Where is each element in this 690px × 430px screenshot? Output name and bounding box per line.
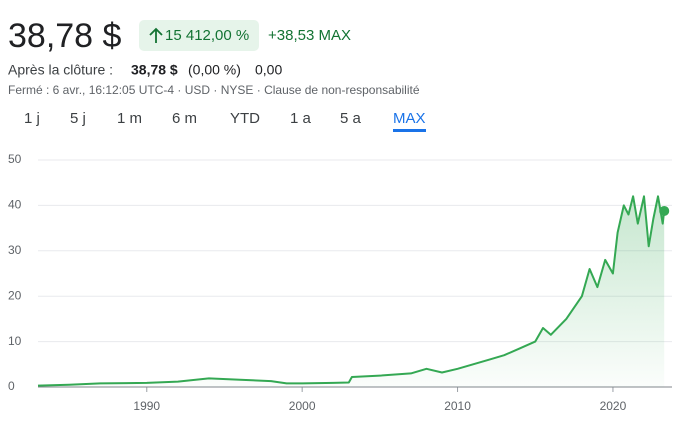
y-tick-label: 40 [8, 198, 22, 212]
range-tab[interactable]: 1 m [117, 110, 142, 127]
x-tick-label: 2020 [600, 399, 627, 413]
range-tabs: 1 j 5 j 1 m 6 m YTD 1 a 5 a MAX [24, 110, 426, 132]
y-tick-label: 50 [8, 152, 22, 166]
x-tick-label: 1990 [133, 399, 160, 413]
change-badge [139, 20, 259, 51]
range-tab[interactable]: YTD [230, 110, 260, 127]
range-tab[interactable]: 1 a [290, 110, 312, 127]
area-fill [38, 196, 665, 387]
price: 38,78 $ [8, 17, 122, 55]
y-tick-label: 30 [8, 243, 22, 257]
chart: 0 10 20 30 40 50 1990 2000 2010 2020 [8, 152, 672, 413]
after-hours-percent: (0,00 %) [188, 62, 241, 78]
up-arrow [149, 27, 163, 43]
active-tab-underline [393, 129, 426, 132]
x-tick-label: 2010 [444, 399, 471, 413]
y-tick-label: 0 [8, 379, 15, 393]
range-tab[interactable]: 6 m [172, 110, 197, 127]
x-tick-label: 2000 [289, 399, 316, 413]
after-hours-change: 0,00 [255, 62, 282, 78]
range-tab[interactable]: 5 j [70, 110, 86, 127]
y-tick-label: 20 [8, 288, 22, 302]
change-abs: +38,53 MAX [268, 27, 351, 44]
info-line: Fermé : 6 avr., 16:12:05 UTC-4 · USD · N… [8, 83, 420, 97]
last-point [659, 205, 670, 216]
after-hours-price: 38,78 $ [131, 62, 178, 78]
price-line [37, 195, 666, 387]
range-tab[interactable]: 5 a [340, 110, 362, 127]
after-hours-label: Après la clôture : [8, 62, 113, 78]
change-percent: 15 412,00 % [165, 27, 249, 44]
y-tick-label: 10 [8, 334, 22, 348]
range-tab[interactable]: MAX [393, 110, 426, 127]
range-tab[interactable]: 1 j [24, 110, 40, 127]
